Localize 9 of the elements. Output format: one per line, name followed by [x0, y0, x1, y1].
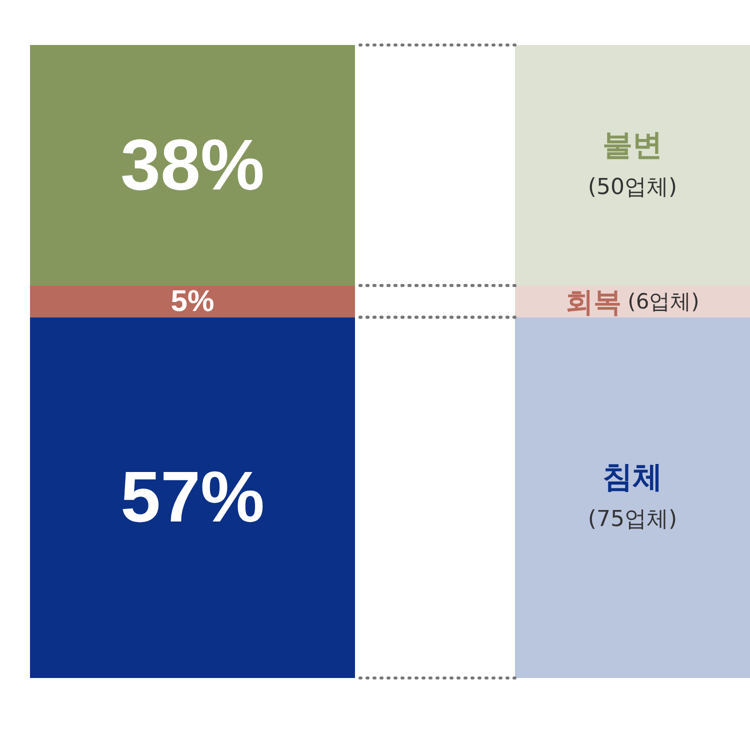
text: 회복: [566, 284, 622, 318]
text: (6업체): [628, 289, 700, 314]
text: 침체: [602, 460, 662, 496]
text: (75업체): [588, 507, 678, 532]
data-label: 38%: [120, 125, 265, 206]
text: (50업체): [588, 174, 678, 200]
text: 불변: [602, 128, 662, 163]
data-label: 57%: [120, 458, 265, 538]
data-label: 5%: [170, 284, 214, 318]
